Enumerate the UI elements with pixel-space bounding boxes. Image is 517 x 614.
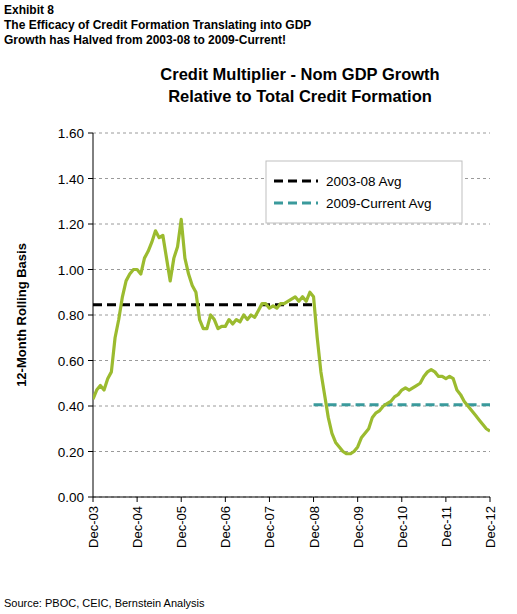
grid-line	[93, 406, 490, 407]
x-tick	[181, 497, 182, 502]
legend-swatch	[274, 202, 318, 205]
x-tick-label: Dec-05	[174, 506, 189, 548]
y-tick-label: 0.40	[58, 399, 84, 414]
y-tick-label: 1.20	[58, 217, 84, 232]
x-tick-label: Dec-08	[307, 506, 322, 548]
y-tick-label: 0.60	[58, 354, 84, 369]
grid-line	[93, 315, 490, 316]
y-tick	[88, 178, 93, 179]
grid-line	[93, 224, 490, 225]
x-tick-label: Dec-06	[218, 506, 233, 548]
x-tick-label: Dec-11	[439, 506, 454, 547]
x-tick	[269, 497, 270, 502]
x-tick	[490, 497, 491, 502]
exhibit-label: Exhibit 8	[4, 3, 54, 17]
x-tick-label: Dec-09	[351, 506, 366, 548]
grid-line	[93, 360, 490, 361]
plot-area	[93, 219, 490, 453]
y-axis	[93, 133, 94, 497]
x-tick-label: Dec-03	[86, 506, 101, 548]
x-tick-label: Dec-10	[395, 506, 410, 548]
legend-box	[266, 161, 462, 223]
x-tick	[357, 497, 358, 502]
x-tick-label: Dec-07	[262, 506, 277, 548]
x-tick-label: Dec-12	[483, 506, 498, 548]
x-tick	[225, 497, 226, 502]
source-note: Source: PBOC, CEIC, Bernstein Analysis	[4, 597, 205, 609]
x-tick	[137, 497, 138, 502]
headline: The Efficacy of Credit Formation Transla…	[4, 18, 311, 32]
chart-title: Relative to Total Credit Formation	[168, 87, 432, 105]
x-tick	[445, 497, 446, 502]
y-tick-label: 0.80	[58, 308, 84, 323]
y-axis-label: 12-Month Rolling Basis	[14, 243, 29, 387]
y-tick	[88, 133, 93, 134]
y-tick	[88, 497, 93, 498]
series-line	[93, 219, 490, 453]
grid-line	[93, 451, 490, 452]
y-tick	[88, 224, 93, 225]
headline: Growth has Halved from 2003-08 to 2009-C…	[4, 33, 286, 47]
legend-label: 2003-08 Avg	[326, 174, 402, 189]
y-tick	[88, 315, 93, 316]
x-axis	[93, 497, 490, 498]
x-tick	[401, 497, 402, 502]
legend-swatch	[274, 180, 318, 183]
chart: Exhibit 8The Efficacy of Credit Formatio…	[0, 0, 517, 614]
y-tick-label: 1.60	[58, 126, 84, 141]
legend-label: 2009-Current Avg	[326, 196, 432, 211]
y-tick-label: 1.00	[58, 263, 84, 278]
y-tick-label: 0.20	[58, 445, 84, 460]
y-tick	[88, 360, 93, 361]
y-tick	[88, 406, 93, 407]
grid-line	[93, 497, 490, 498]
y-tick	[88, 269, 93, 270]
grid-line	[93, 133, 490, 134]
y-tick-label: 0.00	[58, 490, 84, 505]
x-tick	[313, 497, 314, 502]
average-line	[314, 403, 490, 406]
chart-title: Credit Multiplier - Nom GDP Growth	[160, 65, 439, 83]
grid-line	[93, 269, 490, 270]
x-tick	[93, 497, 94, 502]
x-tick-label: Dec-04	[130, 506, 145, 548]
y-tick-label: 1.40	[58, 172, 84, 187]
y-tick	[88, 451, 93, 452]
